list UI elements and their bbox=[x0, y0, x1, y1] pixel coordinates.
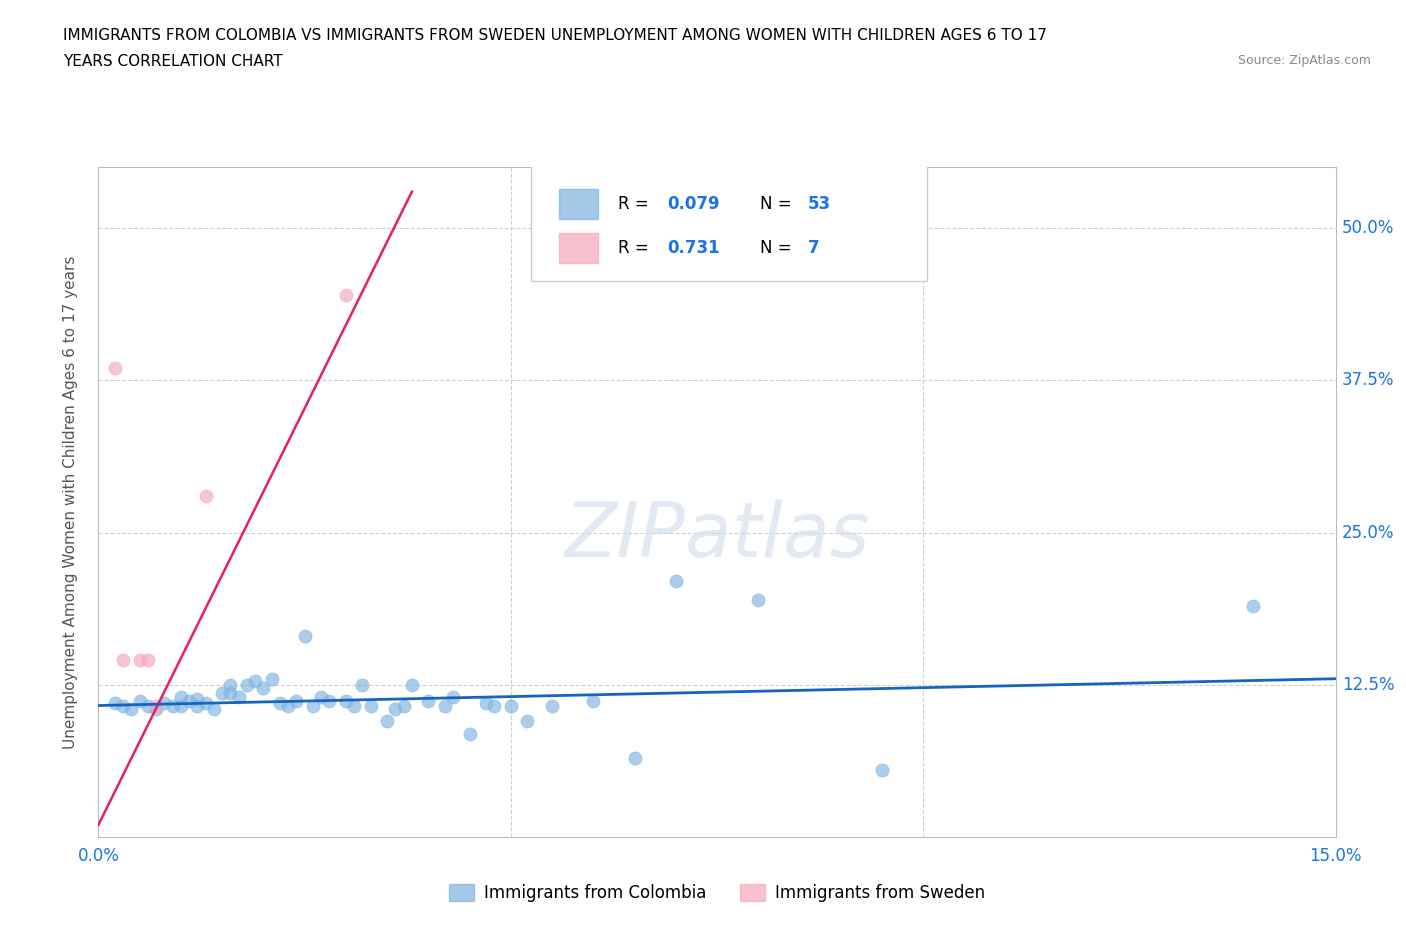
Point bbox=[136, 653, 159, 668]
Point bbox=[343, 698, 366, 713]
Point bbox=[269, 696, 291, 711]
Point bbox=[112, 653, 135, 668]
Point bbox=[433, 698, 456, 713]
Point bbox=[211, 686, 233, 701]
Point bbox=[318, 693, 340, 708]
Point bbox=[1241, 598, 1264, 613]
Text: IMMIGRANTS FROM COLOMBIA VS IMMIGRANTS FROM SWEDEN UNEMPLOYMENT AMONG WOMEN WITH: IMMIGRANTS FROM COLOMBIA VS IMMIGRANTS F… bbox=[63, 28, 1047, 43]
FancyBboxPatch shape bbox=[531, 161, 928, 281]
Text: 7: 7 bbox=[807, 239, 820, 257]
Text: N =: N = bbox=[761, 195, 797, 213]
Point bbox=[516, 714, 538, 729]
Point bbox=[360, 698, 382, 713]
Point bbox=[136, 698, 159, 713]
Point bbox=[401, 677, 423, 692]
Text: ZIPatlas: ZIPatlas bbox=[564, 498, 870, 573]
Text: 0.079: 0.079 bbox=[668, 195, 720, 213]
Text: 37.5%: 37.5% bbox=[1341, 371, 1395, 390]
Text: YEARS CORRELATION CHART: YEARS CORRELATION CHART bbox=[63, 54, 283, 69]
Point bbox=[582, 693, 605, 708]
Point bbox=[392, 698, 415, 713]
Point bbox=[623, 751, 645, 765]
Point bbox=[747, 592, 769, 607]
Point bbox=[375, 714, 398, 729]
Point bbox=[128, 653, 150, 668]
Point bbox=[294, 629, 316, 644]
Point bbox=[145, 698, 167, 713]
Point bbox=[665, 574, 688, 589]
Text: Source: ZipAtlas.com: Source: ZipAtlas.com bbox=[1237, 54, 1371, 67]
Point bbox=[194, 488, 217, 503]
Point bbox=[285, 693, 308, 708]
FancyBboxPatch shape bbox=[558, 232, 599, 263]
Point bbox=[186, 692, 208, 707]
Point bbox=[335, 287, 357, 302]
Point bbox=[104, 361, 127, 376]
Point bbox=[145, 702, 167, 717]
Point bbox=[243, 673, 266, 688]
Point bbox=[219, 686, 242, 701]
Point bbox=[112, 698, 135, 713]
Legend: Immigrants from Colombia, Immigrants from Sweden: Immigrants from Colombia, Immigrants fro… bbox=[443, 878, 991, 909]
Point bbox=[170, 698, 193, 713]
Point bbox=[418, 693, 440, 708]
Point bbox=[252, 681, 274, 696]
Point bbox=[277, 698, 299, 713]
Point bbox=[194, 696, 217, 711]
Point bbox=[484, 698, 506, 713]
Point bbox=[499, 698, 522, 713]
Point bbox=[186, 698, 208, 713]
Point bbox=[128, 693, 150, 708]
Point bbox=[309, 689, 332, 704]
Text: R =: R = bbox=[619, 239, 654, 257]
Point bbox=[352, 677, 374, 692]
Point bbox=[179, 693, 201, 708]
Point bbox=[236, 677, 259, 692]
Point bbox=[458, 726, 481, 741]
Text: 12.5%: 12.5% bbox=[1341, 676, 1395, 694]
Point bbox=[228, 689, 250, 704]
Point bbox=[219, 677, 242, 692]
Point bbox=[202, 702, 225, 717]
Text: 50.0%: 50.0% bbox=[1341, 219, 1395, 237]
Point bbox=[260, 671, 283, 686]
Point bbox=[384, 702, 406, 717]
Point bbox=[541, 698, 564, 713]
Text: R =: R = bbox=[619, 195, 654, 213]
Point bbox=[162, 698, 184, 713]
FancyBboxPatch shape bbox=[558, 189, 599, 219]
Point bbox=[870, 763, 893, 777]
Text: 25.0%: 25.0% bbox=[1341, 524, 1395, 541]
Y-axis label: Unemployment Among Women with Children Ages 6 to 17 years: Unemployment Among Women with Children A… bbox=[63, 256, 77, 749]
Point bbox=[302, 698, 325, 713]
Point bbox=[335, 693, 357, 708]
Point bbox=[441, 689, 464, 704]
Text: 0.731: 0.731 bbox=[668, 239, 720, 257]
Point bbox=[120, 702, 142, 717]
Text: N =: N = bbox=[761, 239, 803, 257]
Point bbox=[104, 696, 127, 711]
Point bbox=[170, 689, 193, 704]
Text: 53: 53 bbox=[807, 195, 831, 213]
Point bbox=[153, 696, 176, 711]
Point bbox=[475, 696, 498, 711]
